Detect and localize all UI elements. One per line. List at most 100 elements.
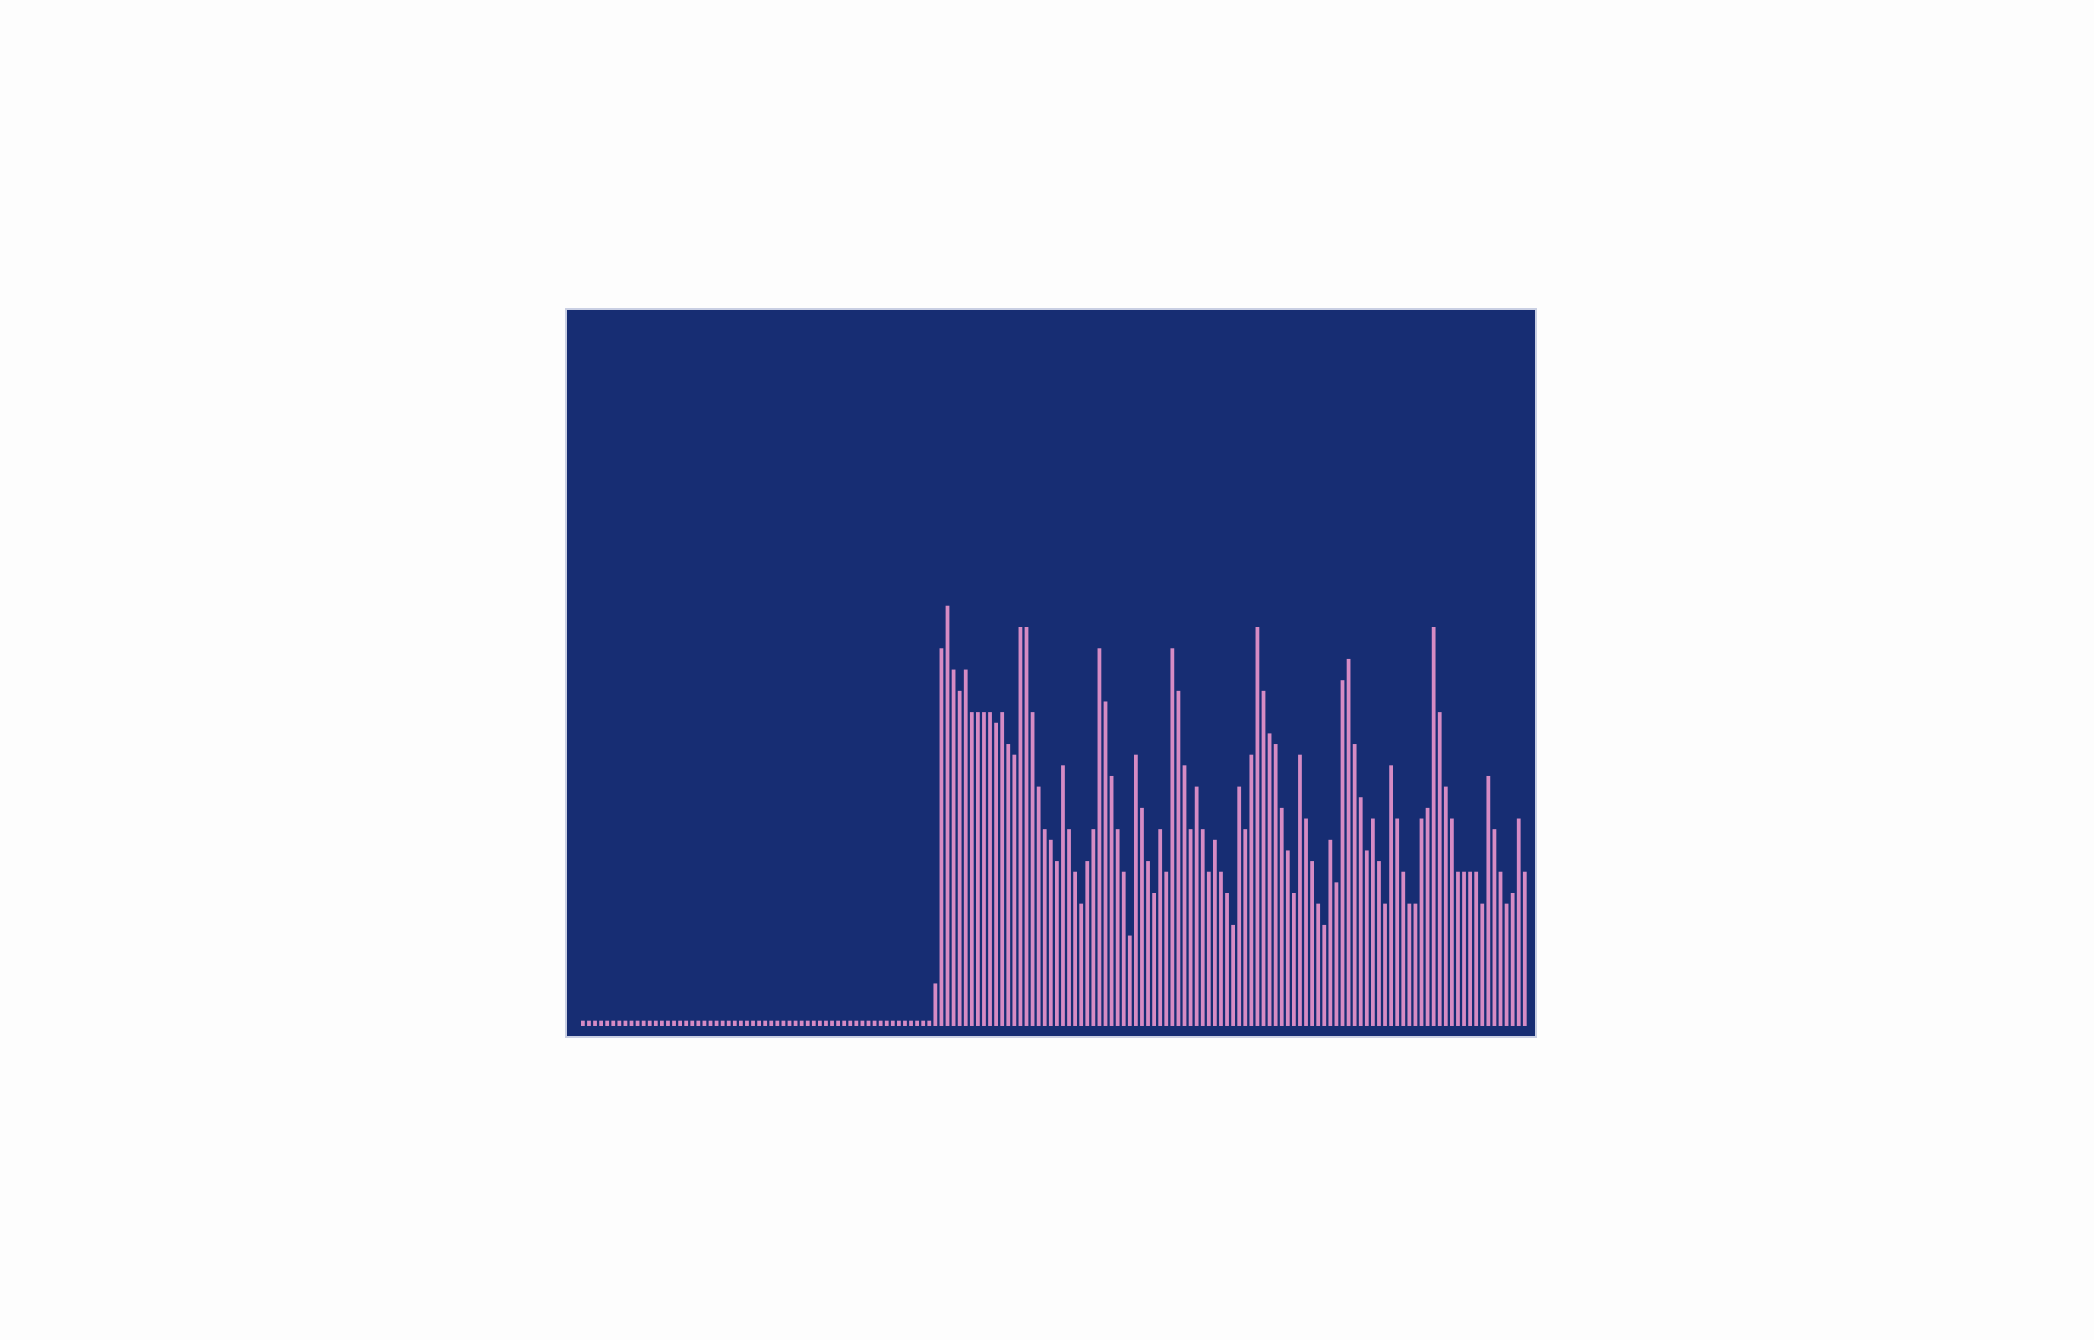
bar-18 xyxy=(690,1020,695,1026)
bar-63 xyxy=(963,669,968,1026)
bar-46 xyxy=(860,1020,865,1026)
bar-33 xyxy=(781,1020,786,1026)
bar-90 xyxy=(1127,935,1132,1026)
bar-62 xyxy=(957,690,962,1026)
bar-124 xyxy=(1334,882,1339,1026)
bar-136 xyxy=(1407,903,1412,1026)
bar-24 xyxy=(726,1020,731,1026)
bar-57 xyxy=(927,1020,932,1026)
bar-59 xyxy=(939,648,944,1026)
bar-129 xyxy=(1364,850,1369,1026)
bar-85 xyxy=(1097,648,1102,1026)
bar-11 xyxy=(647,1020,652,1026)
bar-20 xyxy=(702,1020,707,1026)
bar-68 xyxy=(994,722,998,1026)
bar-37 xyxy=(805,1020,810,1026)
bar-140 xyxy=(1431,627,1436,1026)
bar-125 xyxy=(1340,680,1345,1026)
bar-119 xyxy=(1304,818,1308,1026)
bar-78 xyxy=(1055,861,1059,1026)
bar-64 xyxy=(969,712,974,1026)
bar-6 xyxy=(617,1020,622,1026)
bar-117 xyxy=(1292,893,1296,1026)
bar-109 xyxy=(1243,829,1248,1026)
bar-8 xyxy=(629,1020,634,1026)
bar-143 xyxy=(1450,818,1454,1026)
bar-75 xyxy=(1036,786,1041,1026)
bar-34 xyxy=(787,1020,792,1026)
bar-154 xyxy=(1516,818,1521,1026)
bar-126 xyxy=(1346,658,1351,1026)
bar-149 xyxy=(1486,775,1491,1026)
bar-1 xyxy=(587,1020,591,1026)
bar-70 xyxy=(1006,744,1011,1026)
bar-22 xyxy=(714,1020,719,1026)
bar-series xyxy=(581,605,1527,1026)
bar-107 xyxy=(1231,924,1235,1026)
bar-58 xyxy=(933,983,938,1026)
bar-127 xyxy=(1352,744,1357,1026)
bar-116 xyxy=(1285,850,1290,1026)
bar-53 xyxy=(903,1020,907,1026)
bar-82 xyxy=(1079,903,1084,1026)
bar-87 xyxy=(1109,775,1114,1026)
bar-69 xyxy=(1000,712,1005,1026)
bar-105 xyxy=(1219,871,1223,1026)
bar-101 xyxy=(1194,786,1199,1026)
bar-114 xyxy=(1273,744,1278,1026)
bar-5 xyxy=(611,1020,616,1026)
bar-96 xyxy=(1164,871,1169,1026)
bar-131 xyxy=(1377,861,1381,1026)
bar-121 xyxy=(1316,903,1321,1026)
bar-35 xyxy=(793,1020,798,1026)
bar-108 xyxy=(1237,786,1242,1026)
bar-148 xyxy=(1480,903,1485,1026)
bar-86 xyxy=(1103,701,1108,1026)
bar-65 xyxy=(976,712,980,1026)
bar-0 xyxy=(581,1020,585,1026)
bar-103 xyxy=(1206,871,1211,1026)
bar-98 xyxy=(1176,690,1181,1026)
bar-45 xyxy=(854,1020,859,1026)
bar-4 xyxy=(605,1020,610,1026)
bar-153 xyxy=(1510,893,1515,1026)
bar-16 xyxy=(678,1020,682,1026)
bar-52 xyxy=(897,1020,901,1026)
bar-93 xyxy=(1146,861,1150,1026)
bar-152 xyxy=(1504,903,1509,1026)
bar-89 xyxy=(1121,871,1126,1026)
bar-138 xyxy=(1419,818,1424,1026)
bar-130 xyxy=(1371,818,1375,1026)
bar-31 xyxy=(769,1020,774,1026)
bar-74 xyxy=(1030,712,1035,1026)
bar-7 xyxy=(623,1020,628,1026)
bar-42 xyxy=(836,1020,840,1026)
bar-100 xyxy=(1188,829,1193,1026)
bar-47 xyxy=(866,1020,871,1026)
bar-150 xyxy=(1492,829,1497,1026)
bar-133 xyxy=(1389,765,1393,1026)
bar-115 xyxy=(1279,807,1284,1026)
bar-72 xyxy=(1018,627,1023,1026)
bar-139 xyxy=(1425,807,1430,1026)
bar-19 xyxy=(696,1020,701,1026)
bar-132 xyxy=(1383,903,1387,1026)
bar-49 xyxy=(878,1020,883,1026)
bar-66 xyxy=(982,712,986,1026)
bar-106 xyxy=(1225,893,1229,1026)
bar-56 xyxy=(921,1020,926,1026)
bar-146 xyxy=(1468,871,1472,1026)
bar-44 xyxy=(848,1020,853,1026)
bar-38 xyxy=(811,1020,816,1026)
bar-26 xyxy=(739,1020,743,1026)
chart-frame xyxy=(565,308,1537,1038)
bar-2 xyxy=(593,1020,597,1026)
bar-77 xyxy=(1048,839,1053,1026)
bar-79 xyxy=(1061,765,1065,1026)
bar-135 xyxy=(1401,871,1406,1026)
bar-67 xyxy=(988,712,992,1026)
bar-80 xyxy=(1067,829,1071,1026)
bar-43 xyxy=(842,1020,847,1026)
bar-41 xyxy=(830,1020,834,1026)
bar-128 xyxy=(1358,797,1363,1026)
